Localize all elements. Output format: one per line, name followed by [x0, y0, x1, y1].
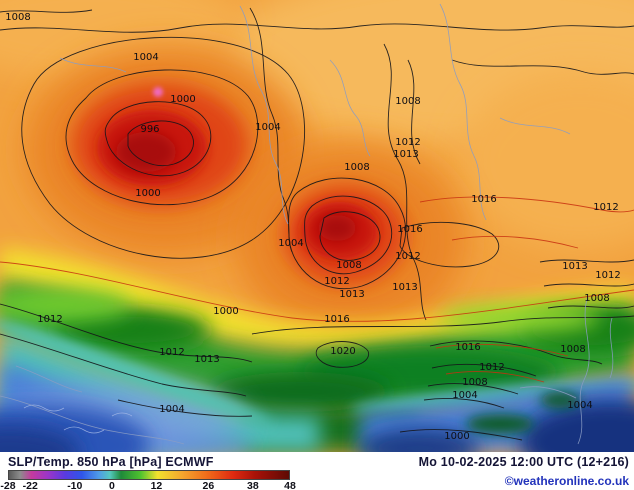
- legend-gradient: [8, 470, 290, 480]
- footer: SLP/Temp. 850 hPa [hPa] ECMWF Mo 10-02-2…: [0, 452, 634, 490]
- map-datetime: Mo 10-02-2025 12:00 UTC (12+216): [418, 455, 629, 469]
- ocean-detail-lines: [23, 404, 133, 434]
- legend-tick: -28: [0, 480, 16, 490]
- coastlines: [0, 3, 614, 445]
- legend-tick: 38: [247, 480, 259, 490]
- isotherm-contours: [0, 196, 634, 383]
- legend-tick: -10: [67, 480, 83, 490]
- legend-tick: 0: [108, 480, 115, 490]
- legend-tick: 12: [150, 480, 163, 490]
- legend-ticks: -28 -22 -10 0 12 26 38 48: [0, 480, 295, 490]
- map-title: SLP/Temp. 850 hPa [hPa] ECMWF: [8, 455, 214, 469]
- weather-map: [0, 0, 634, 452]
- map-area: 1008 1004 1000 996 1004 1008 1012 1013 1008 1000 1…: [0, 0, 634, 452]
- copyright: ©weatheronline.co.uk: [504, 474, 629, 488]
- temperature-field: [0, 0, 634, 452]
- legend-tick: 26: [202, 480, 215, 490]
- isobar-contours: [0, 7, 634, 441]
- legend-tick: -22: [22, 480, 38, 490]
- legend-tick: 48: [284, 480, 296, 490]
